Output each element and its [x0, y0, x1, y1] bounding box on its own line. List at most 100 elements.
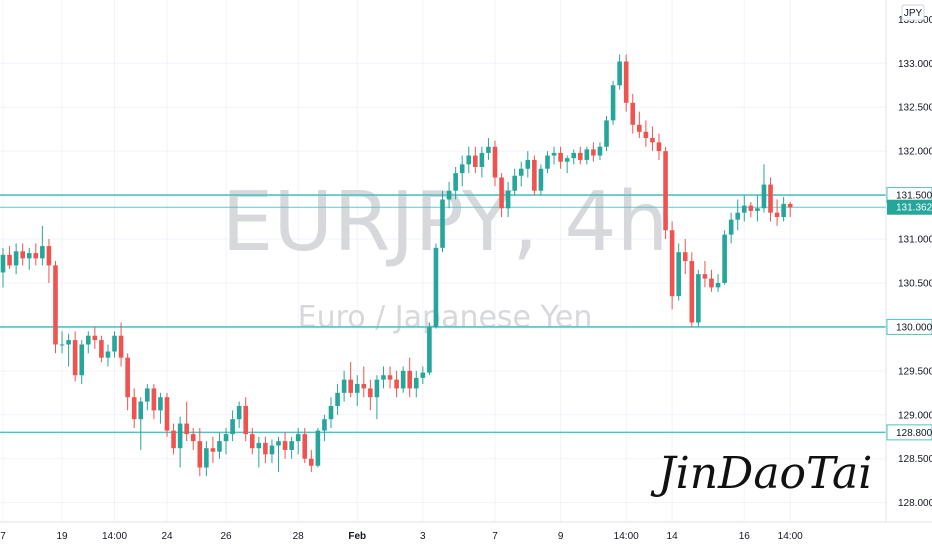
current-price-label: 131.362 — [896, 203, 932, 214]
candle — [623, 54, 629, 112]
candle-body — [499, 177, 504, 209]
watermark: EURJPY, 4h Euro / Japanese Yen — [222, 175, 669, 335]
x-tick-label: 16 — [739, 531, 751, 542]
candle-body — [440, 199, 445, 248]
candle-body — [59, 344, 65, 346]
candle — [79, 340, 85, 385]
candle — [309, 449, 314, 472]
candle-body — [696, 274, 701, 323]
candle — [354, 375, 360, 406]
candle-body — [768, 184, 773, 213]
candle — [696, 269, 701, 327]
candle — [131, 388, 137, 428]
time-axis[interactable]: 7 19 14:00 24 26 28 Feb 3 7 9 14:00 14 16 14:00 — [0, 531, 803, 542]
candle-body — [525, 159, 531, 169]
candle — [374, 375, 380, 420]
candle-body — [387, 375, 393, 380]
candle — [505, 181, 511, 218]
candle-body — [131, 397, 137, 420]
candle — [630, 94, 636, 134]
candle — [99, 335, 104, 363]
candle — [13, 243, 19, 275]
candle-body — [217, 441, 222, 452]
candle-body — [289, 441, 294, 450]
candle-body — [656, 142, 662, 152]
chart-grid — [0, 0, 886, 522]
candle-body — [722, 234, 727, 283]
candle — [610, 80, 616, 125]
candle — [518, 161, 524, 187]
candle — [761, 164, 767, 213]
candle — [158, 392, 163, 424]
x-tick-label: 14:00 — [778, 531, 803, 542]
candle — [322, 414, 327, 442]
candle — [676, 243, 681, 301]
candle-body — [171, 430, 176, 449]
level-price-label: 128.800 — [896, 428, 932, 439]
candle — [230, 410, 235, 442]
candles — [0, 54, 793, 477]
candle — [282, 432, 288, 459]
candle — [118, 322, 124, 367]
candle — [420, 366, 426, 385]
candle-body — [637, 124, 642, 132]
level-price-label: 131.500 — [896, 191, 932, 202]
candle — [105, 344, 111, 367]
candle-body — [558, 152, 563, 162]
candle — [735, 199, 741, 231]
candle — [551, 146, 557, 165]
candle — [289, 436, 294, 459]
y-tick-label: 131.000 — [898, 235, 932, 246]
candle-body — [204, 448, 209, 468]
candle-body — [315, 430, 321, 466]
candle — [33, 243, 39, 266]
candle-body — [715, 282, 721, 288]
candle — [564, 155, 570, 174]
currency-label-box[interactable] — [901, 4, 925, 21]
y-tick-label: 129.000 — [898, 410, 932, 421]
candle — [387, 366, 393, 389]
candle — [7, 246, 12, 269]
candle — [709, 269, 714, 292]
candle — [722, 230, 727, 285]
candle — [125, 353, 130, 411]
candle-body — [322, 419, 327, 431]
candle — [400, 366, 406, 393]
candle-body — [505, 190, 511, 209]
candle — [112, 331, 117, 358]
candle — [190, 427, 196, 450]
candle — [276, 436, 281, 472]
candle-body — [597, 146, 603, 156]
y-tick-label: 133.000 — [898, 59, 932, 70]
candle — [249, 427, 255, 455]
price-axis-background — [886, 0, 932, 550]
candle-body — [66, 340, 71, 345]
candle-body — [486, 146, 491, 153]
candle — [656, 133, 662, 160]
candle-body — [545, 155, 550, 169]
candle — [381, 366, 386, 389]
level-price-label: 130.000 — [896, 322, 932, 333]
candle-body — [0, 254, 6, 273]
candle-body — [145, 388, 150, 402]
candle — [302, 427, 308, 464]
candle — [558, 146, 563, 169]
candle — [682, 239, 688, 275]
candle — [473, 146, 478, 174]
candle-body — [610, 85, 616, 121]
candle-body — [466, 155, 472, 165]
symbol-watermark: EURJPY, 4h — [222, 175, 669, 270]
candle-body — [571, 152, 577, 159]
candle — [26, 247, 32, 270]
candle — [53, 261, 58, 354]
candle-body — [741, 205, 747, 213]
candle — [315, 427, 321, 468]
candle — [59, 331, 65, 354]
candle-body — [341, 379, 347, 393]
candle — [787, 202, 793, 218]
candle — [368, 379, 373, 411]
candle-body — [256, 442, 262, 449]
candle — [184, 401, 189, 442]
candle — [204, 441, 209, 477]
